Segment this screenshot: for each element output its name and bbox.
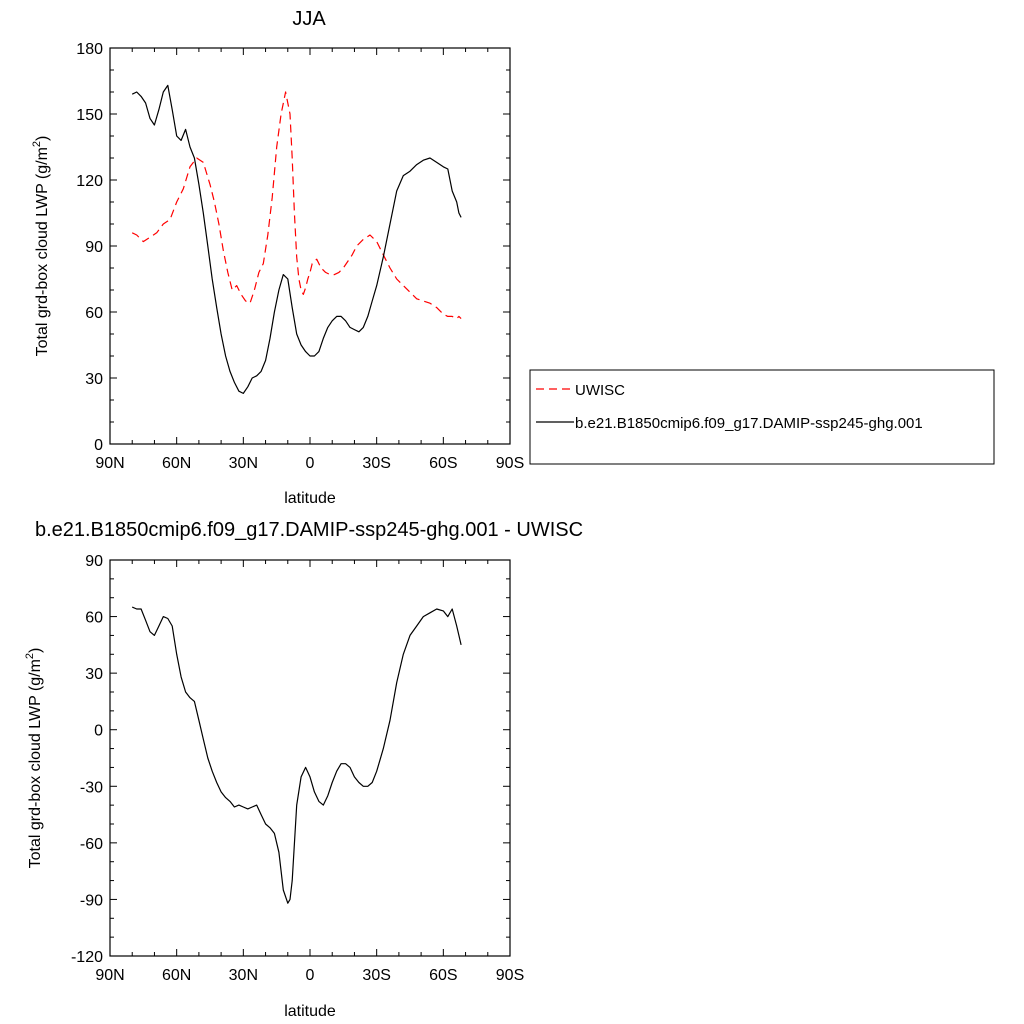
bottom-y-tick-label: 30 [85,666,103,683]
top-x-tick-label: 0 [306,455,315,472]
bottom-x-axis-label: latitude [284,1003,336,1020]
top-ticks: 90N 60N 30N 0 30S 60S 90S 0 30 60 90 120 150 180 [76,41,524,472]
bottom-y-tick-label: 60 [85,610,103,627]
bottom-y-tick-label: 0 [94,723,103,740]
top-plot-frame [109,47,511,445]
bottom-x-tick-label: 90N [95,967,124,984]
bottom-y-tick-label: -30 [80,779,103,796]
top-y-tick-label: 90 [85,239,103,256]
top-y-tick-label: 180 [76,41,103,58]
top-x-tick-label: 30N [229,455,258,472]
legend-box [529,369,995,465]
top-panel: JJA 90N 60N 30N 0 30S 60S 90S0306090120150180 … [31,8,524,507]
top-x-tick-label: 90N [95,455,124,472]
top-x-tick-label: 60N [162,455,191,472]
top-x-tick-label: 60S [429,455,457,472]
bottom-y-tick-label: -90 [80,892,103,909]
top-y-axis-label: Total grd-box cloud LWP (g/m2) [31,136,51,357]
bottom-series-lines [131,606,462,904]
top-series-lines [131,84,462,394]
bottom-x-tick-label: 60N [162,967,191,984]
legend-label-model: b.e21.B1850cmip6.f09_g17.DAMIP-ssp245-gh… [575,415,923,432]
bottom-plot-frame [109,559,511,957]
bottom-ticks: 90N 60N 30N 0 30S 60S 90S -120 -90 -60 -30 0 30 60 90 [71,553,524,984]
top-y-tick-label: 120 [76,173,103,190]
legend-label-uwisc: UWISC [575,382,625,399]
bottom-chart-title: b.e21.B1850cmip6.f09_g17.DAMIP-ssp245-gh… [35,519,583,541]
legend: UWISC b.e21.B1850cmip6.f09_g17.DAMIP-ssp… [529,369,995,465]
bottom-y-tick-label: 90 [85,553,103,570]
bottom-series-line-0 [131,606,462,904]
bottom-x-tick-label: 30N [229,967,258,984]
bottom-x-tick-label: 30S [362,967,390,984]
top-x-axis-label: latitude [284,490,336,507]
top-x-tick-label: 90S [496,455,524,472]
top-series-line-0 [131,91,462,320]
top-y-tick-label: 150 [76,107,103,124]
bottom-x-tick-label: 60S [429,967,457,984]
bottom-y-tick-label: -120 [71,949,103,966]
top-y-tick-label: 30 [85,371,103,388]
bottom-panel: b.e21.B1850cmip6.f09_g17.DAMIP-ssp245-gh… [24,519,583,1020]
bottom-x-tick-label: 90S [496,967,524,984]
top-x-tick-label: 30S [362,455,390,472]
top-series-line-1 [131,84,462,394]
top-y-tick-label: 0 [94,437,103,454]
bottom-x-tick-label: 0 [306,967,315,984]
bottom-y-axis-label: Total grd-box cloud LWP (g/m2) [24,648,44,869]
bottom-y-tick-label: -60 [80,836,103,853]
top-chart-title: JJA [292,8,326,30]
top-y-tick-label: 60 [85,305,103,322]
